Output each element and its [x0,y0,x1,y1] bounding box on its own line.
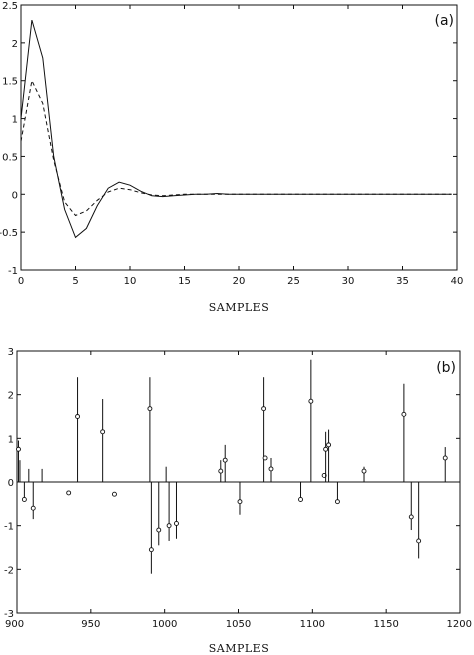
chart-a: 0 5 10 15 20 25 30 35 40 2.5 2 1.5 1 0.5 0 -0.5 -1 (a) S… [0,1,463,314]
y-tick-label-a: 1.5 [2,77,18,88]
data-point-marker [416,538,422,544]
x-tick-label-b: 1050 [226,619,251,630]
data-point-marker [75,414,80,419]
data-point-marker [16,446,21,452]
data-point-marker [262,455,268,461]
data-point-marker [361,468,367,474]
x-tick-label-a: 35 [396,276,409,287]
x-tick-label-b: 1100 [300,619,325,630]
axis-ticks-a: 0 5 10 15 20 25 30 35 40 2.5 2 1.5 1 0.5 0 -0.5 -1 [0,1,463,287]
x-tick-label-a: 0 [18,276,24,287]
x-tick-label-a: 10 [124,276,137,287]
data-point-marker [334,499,340,505]
data-point-marker [298,497,303,502]
x-tick-label-a: 15 [178,276,191,287]
x-tick-label-a: 40 [451,276,464,287]
data-point-marker [156,527,162,533]
data-point-marker [218,468,224,474]
chart-b: 900 950 1000 1050 1100 1150 1200 3 2 1 0 -1 -2 -3 (b)… [4,347,472,655]
data-point-marker [148,547,154,553]
data-point-marker [408,514,414,520]
y-tick-label-a: -0.5 [0,228,18,239]
data-point-marker [30,505,36,511]
data-point-marker [174,521,179,526]
y-tick-label-b: 3 [8,347,14,358]
x-tick-label-a: 20 [233,276,246,287]
solid-series-line [20,19,452,239]
y-tick-label-b: 0 [8,478,14,489]
data-point-marker [112,491,117,497]
panel-label-a: (a) [434,13,454,29]
y-tick-label-b: 1 [8,434,14,445]
data-point-marker [166,523,172,529]
data-point-marker [268,466,274,472]
series-lines-a [20,19,452,239]
data-point-marker [66,490,72,496]
data-point-marker [442,455,448,461]
x-axis-label-a: SAMPLES [209,301,270,314]
data-point-marker [323,446,329,452]
data-point-marker [100,429,106,435]
y-tick-label-a: 2.5 [2,1,18,12]
y-tick-label-b: -1 [4,522,14,533]
panel-label-b: (b) [436,360,456,376]
x-tick-label-b: 950 [81,619,100,630]
x-tick-label-b: 900 [5,619,24,630]
x-tick-label-a: 30 [342,276,355,287]
data-point-marker [326,442,332,448]
data-point-marker [222,457,228,463]
y-tick-label-b: -3 [4,609,14,620]
data-point-marker [21,497,27,502]
x-axis-label-b: SAMPLES [209,642,270,655]
data-point-marker [147,406,153,412]
x-tick-label-b: 1200 [447,619,472,630]
y-tick-label-a: -1 [8,266,18,277]
x-tick-label-a: 25 [287,276,300,287]
y-tick-label-b: -2 [4,565,14,576]
data-point-marker [237,499,243,505]
stem-points-b [16,359,460,574]
y-tick-label-b: 2 [8,391,14,402]
y-tick-label-a: 0.5 [2,152,18,163]
data-point-marker [261,406,267,412]
axis-ticks-b: 900 950 1000 1050 1100 1150 1200 3 2 1 0 -1 -2 -3 [4,347,472,630]
y-tick-label-a: 2 [12,39,18,50]
dashed-series-line [20,79,452,217]
x-tick-label-a: 5 [72,276,78,287]
y-tick-label-a: 1 [12,115,18,126]
y-tick-label-a: 0 [12,190,18,201]
x-tick-label-b: 1150 [373,619,398,630]
x-tick-label-b: 1000 [152,619,177,630]
plot-frame-a [20,4,458,271]
data-point-marker [308,398,314,404]
data-point-marker [401,411,407,417]
